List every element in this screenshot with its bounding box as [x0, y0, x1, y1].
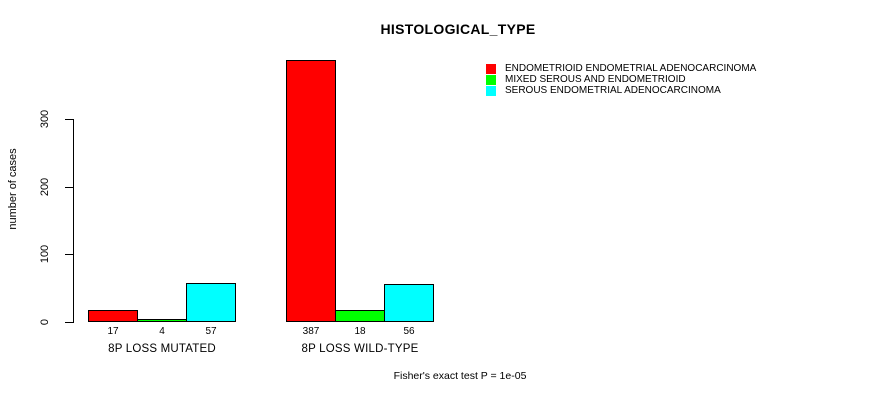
y-axis-label: number of cases [7, 148, 19, 230]
y-tick-0 [65, 322, 73, 323]
y-tick-label-100: 100 [39, 244, 51, 264]
chart-title: HISTOLOGICAL_TYPE [380, 21, 536, 37]
x-category-label-wildtype: 8P LOSS WILD-TYPE [301, 343, 419, 355]
y-tick-label-0: 0 [39, 318, 51, 326]
x-category-label-mutated: 8P LOSS MUTATED [108, 343, 216, 355]
legend: ENDOMETRIOID ENDOMETRIAL ADENOCARCINOMA … [486, 63, 756, 96]
y-tick-200 [65, 187, 73, 188]
bar-endometrioid-wildtype [286, 60, 336, 322]
legend-swatch-green-icon [486, 74, 496, 85]
y-tick-300 [65, 119, 73, 120]
bar-value-serous-mutated: 57 [205, 326, 217, 337]
bar-value-endometrioid-wildtype: 387 [302, 326, 320, 337]
bar-value-serous-wildtype: 56 [403, 326, 415, 337]
legend-label-endometrioid: ENDOMETRIOID ENDOMETRIAL ADENOCARCINOMA [505, 63, 757, 74]
legend-item-mixed: MIXED SEROUS AND ENDOMETRIOID [486, 74, 756, 85]
y-tick-label-200: 200 [39, 177, 51, 197]
legend-swatch-red-icon [486, 63, 496, 74]
bar-value-mixed-mutated: 4 [159, 326, 165, 337]
bar-serous-mutated [186, 283, 236, 322]
bar-serous-wildtype [384, 284, 434, 322]
y-tick-label-300: 300 [39, 109, 51, 129]
y-tick-100 [65, 254, 73, 255]
stat-annotation: Fisher's exact test P = 1e-05 [393, 370, 527, 382]
bar-endometrioid-mutated [88, 310, 138, 322]
legend-item-endometrioid: ENDOMETRIOID ENDOMETRIAL ADENOCARCINOMA [486, 63, 756, 74]
bar-mixed-mutated [137, 319, 187, 322]
legend-label-serous: SEROUS ENDOMETRIAL ADENOCARCINOMA [505, 85, 721, 96]
legend-swatch-cyan-icon [486, 85, 496, 96]
bar-value-mixed-wildtype: 18 [354, 326, 366, 337]
bar-value-endometrioid-mutated: 17 [107, 326, 119, 337]
bar-mixed-wildtype [335, 310, 385, 322]
y-axis [73, 119, 74, 323]
legend-label-mixed: MIXED SEROUS AND ENDOMETRIOID [505, 74, 686, 85]
legend-item-serous: SEROUS ENDOMETRIAL ADENOCARCINOMA [486, 85, 756, 96]
